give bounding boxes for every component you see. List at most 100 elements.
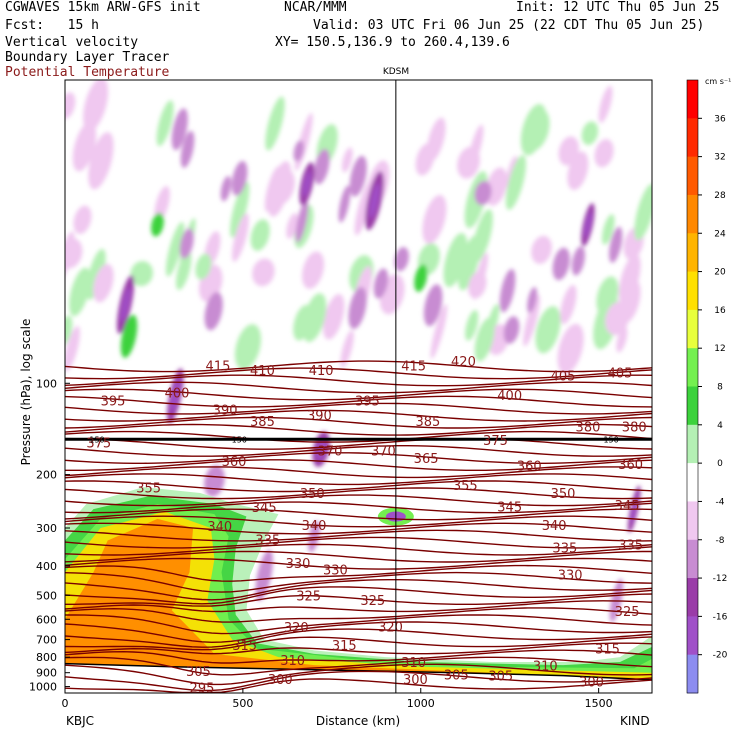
colorbar-tick-label: -4	[716, 497, 725, 507]
theta-isoline	[65, 607, 652, 623]
velocity-cell	[423, 284, 443, 327]
velocity-cell	[340, 330, 354, 368]
colorbar-swatch	[687, 194, 698, 234]
velocity-cell	[165, 221, 185, 277]
colorbar-swatch	[687, 118, 698, 158]
valid-time: Valid: 03 UTC Fri 06 Jun 25 (22 CDT Thu …	[313, 18, 705, 33]
theta-isoline	[65, 571, 652, 593]
velocity-cell	[369, 183, 380, 219]
colorbar-swatch	[687, 616, 698, 656]
theta-isoline	[65, 430, 652, 443]
left-station-label: KBJC	[66, 714, 94, 728]
velocity-cell	[69, 267, 91, 317]
colorbar-tick-label: 0	[717, 459, 723, 469]
velocity-cell	[373, 268, 389, 299]
theta-isoline	[65, 522, 652, 535]
theta-isoline	[65, 437, 652, 450]
theta-isoline	[65, 529, 652, 542]
theta-isoline	[65, 423, 652, 436]
y-tick-label: 800	[36, 651, 57, 664]
velocity-cell	[295, 199, 309, 243]
theta-label: 395	[101, 395, 126, 410]
theta-label: 345	[497, 501, 522, 516]
init-time: Init: 12 UTC Thu 05 Jun 25	[516, 0, 720, 15]
colorbar-tick-label: -12	[713, 574, 728, 584]
velocity-cell	[485, 167, 508, 206]
theta-label: 325	[615, 605, 640, 620]
theta-isoline	[65, 621, 652, 644]
y-axis-title: Pressure (hPa), log scale	[19, 319, 33, 466]
y-tick-label: 200	[36, 469, 57, 482]
velocity-cell	[472, 209, 493, 263]
theta-label: 380	[622, 421, 647, 436]
velocity-cell	[302, 170, 311, 197]
velocity-cell	[231, 160, 248, 196]
theta-label: 335	[618, 539, 643, 554]
colorbar-tick-label: 28	[714, 191, 726, 201]
theta-label: 330	[323, 564, 348, 579]
velocity-cell	[154, 186, 170, 223]
theta-label: 315	[332, 639, 357, 654]
velocity-cell	[474, 317, 495, 362]
colorbar-unit: cm s⁻¹	[705, 77, 731, 86]
colorbar-tick-label: 16	[714, 306, 726, 316]
theta-isoline	[65, 494, 652, 507]
theta-label: 300	[579, 676, 604, 691]
theta-isoline	[65, 564, 652, 582]
theta-isoline	[65, 536, 652, 549]
velocity-cell	[634, 183, 652, 241]
theta-label: 320	[378, 620, 403, 635]
theta-label: 415	[206, 359, 231, 374]
theta-label: 405	[608, 367, 633, 382]
y-tick-label: 1000	[29, 681, 57, 694]
velocity-cell	[83, 80, 109, 132]
colorbar-swatch	[687, 233, 698, 273]
colorbar-swatch	[687, 654, 698, 694]
colorbar-tick-label: -8	[716, 536, 725, 546]
theta-isoline	[65, 445, 652, 457]
velocity-cell	[598, 85, 613, 123]
theta-isoline	[65, 543, 652, 556]
velocity-cell	[594, 139, 614, 168]
theta-isoline	[65, 459, 652, 471]
velocity-cell	[523, 294, 540, 347]
velocity-cell	[349, 155, 367, 197]
theta-isoline	[65, 374, 652, 387]
velocity-cell	[313, 148, 330, 185]
colorbar-tick-label: 20	[714, 268, 726, 278]
terrain	[65, 663, 652, 693]
theta-label: 400	[497, 389, 522, 404]
velocity-cell	[616, 326, 628, 353]
theta-isoline	[65, 409, 652, 422]
velocity-cell	[430, 304, 448, 359]
velocity-cell	[503, 316, 520, 344]
theta-isoline	[65, 550, 652, 563]
velocity-cell	[584, 211, 592, 238]
velocity-cell	[581, 121, 599, 146]
theta-label: 395	[355, 395, 380, 410]
theta-label: 400	[165, 386, 190, 401]
velocity-cell	[230, 181, 250, 238]
theta-label: 325	[360, 594, 385, 609]
velocity-cell	[293, 140, 304, 162]
colorbar-swatch	[687, 501, 698, 541]
theta-label: 355	[453, 479, 478, 494]
velocity-cell	[180, 130, 195, 168]
colorbar-tick-label: -16	[713, 612, 728, 622]
x-tick-label: 1500	[585, 697, 613, 710]
velocity-cell	[204, 292, 223, 331]
velocity-cell	[609, 226, 623, 263]
velocity-cell	[156, 100, 174, 147]
x-axis-title: Distance (km)	[316, 714, 400, 728]
theta-label: 360	[222, 455, 247, 470]
velocity-cell	[465, 310, 479, 341]
theta-label: 300	[403, 673, 428, 688]
theta-label: 350	[551, 487, 576, 502]
theta-label: 305	[488, 669, 513, 684]
velocity-cell	[527, 287, 538, 314]
theta-label: 360	[517, 459, 542, 474]
velocity-cell	[72, 121, 97, 172]
y-tick-label: 400	[36, 560, 57, 573]
velocity-cell	[525, 109, 550, 151]
